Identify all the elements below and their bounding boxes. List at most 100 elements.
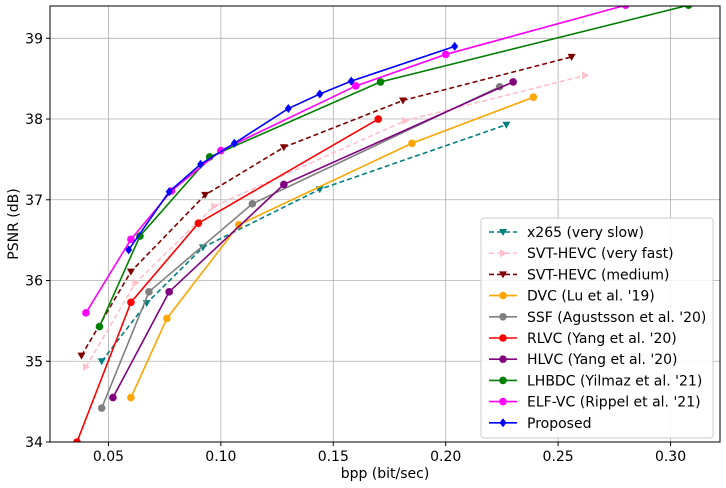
data-point bbox=[95, 322, 104, 331]
legend-item: RLVC (Yang et al. '20) bbox=[489, 331, 677, 347]
data-point bbox=[398, 97, 407, 105]
y-tick-label: 34 bbox=[25, 435, 43, 451]
data-point bbox=[97, 404, 106, 412]
data-point bbox=[230, 138, 238, 148]
data-point bbox=[279, 144, 288, 152]
series-line bbox=[76, 118, 379, 442]
data-point bbox=[284, 104, 292, 114]
data-point bbox=[316, 89, 324, 99]
legend-label: SSF (Agustsson et al. '20) bbox=[527, 310, 706, 326]
legend-label: LHBDC (Yilmaz et al. '21) bbox=[527, 373, 702, 389]
series-layer bbox=[73, 6, 693, 442]
legend-item: ELF-VC (Rippel et al. '21) bbox=[489, 395, 701, 411]
data-point bbox=[451, 41, 459, 51]
data-point bbox=[529, 93, 538, 102]
x-tick-label: 0.30 bbox=[655, 449, 686, 465]
data-point bbox=[201, 191, 210, 199]
data-point bbox=[402, 116, 410, 125]
series-0 bbox=[97, 121, 511, 366]
data-point bbox=[509, 78, 517, 86]
data-point bbox=[136, 232, 144, 240]
y-tick-label: 35 bbox=[25, 354, 43, 370]
data-point bbox=[684, 6, 693, 9]
data-point bbox=[77, 352, 86, 360]
y-tick-label: 36 bbox=[25, 274, 43, 290]
legend-marker bbox=[500, 249, 507, 258]
legend-marker bbox=[499, 355, 507, 364]
legend-item: DVC (Lu et al. '19) bbox=[489, 289, 655, 305]
legend-item: Proposed bbox=[489, 416, 591, 432]
legend-label: x265 (very slow) bbox=[527, 225, 644, 241]
data-point bbox=[374, 115, 383, 123]
data-point bbox=[567, 53, 576, 61]
x-tick-label: 0.05 bbox=[93, 449, 124, 465]
data-point bbox=[163, 314, 171, 323]
data-point bbox=[211, 202, 219, 211]
data-point bbox=[376, 78, 385, 86]
data-point bbox=[82, 362, 90, 371]
axis-ticks: 0.05 0.10 0.15 0.20 0.25 0.30 34 35 36 37 38 39 bbox=[25, 31, 686, 465]
legend-box bbox=[480, 217, 714, 439]
series-4 bbox=[97, 82, 504, 412]
series-9 bbox=[125, 41, 459, 255]
data-point bbox=[125, 245, 133, 255]
data-point bbox=[351, 82, 360, 90]
x-tick-label: 0.10 bbox=[205, 449, 236, 465]
data-point bbox=[502, 121, 511, 129]
series-line bbox=[130, 96, 534, 398]
data-point bbox=[621, 6, 630, 9]
series-line bbox=[85, 74, 586, 368]
y-tick-label: 39 bbox=[25, 31, 43, 47]
legend-label: SVT-HEVC (very fast) bbox=[527, 246, 674, 262]
data-point bbox=[132, 278, 140, 287]
series-line bbox=[100, 86, 501, 409]
data-point bbox=[198, 244, 207, 252]
legend-label: DVC (Lu et al. '19) bbox=[527, 289, 655, 305]
legend-label: Proposed bbox=[527, 416, 591, 432]
data-point bbox=[82, 309, 90, 317]
data-point bbox=[347, 76, 355, 86]
series-1 bbox=[82, 71, 590, 371]
data-point bbox=[127, 393, 135, 402]
legend-marker bbox=[499, 271, 507, 279]
legend-item: SSF (Agustsson et al. '20) bbox=[489, 310, 706, 326]
data-point bbox=[582, 71, 590, 80]
data-point bbox=[73, 438, 81, 442]
series-2 bbox=[77, 53, 576, 360]
data-point bbox=[441, 50, 450, 59]
legend-marker bbox=[499, 291, 507, 300]
data-point bbox=[126, 268, 135, 276]
legend-item: SVT-HEVC (medium) bbox=[489, 267, 669, 283]
data-point bbox=[145, 288, 153, 296]
plot-frame bbox=[49, 5, 721, 443]
series-3 bbox=[127, 93, 538, 402]
legend-item: LHBDC (Yilmaz et al. '21) bbox=[489, 373, 702, 389]
legend-marker bbox=[499, 397, 507, 406]
legend-label: ELF-VC (Rippel et al. '21) bbox=[527, 395, 701, 411]
y-tick-label: 37 bbox=[25, 193, 43, 209]
legend: x265 (very slow) SVT-HEVC (very fast) SVT-… bbox=[480, 217, 714, 439]
y-axis-label: PSNR (dB) bbox=[6, 188, 22, 259]
legend-item: HLVC (Yang et al. '20) bbox=[489, 352, 678, 368]
x-tick-label: 0.25 bbox=[543, 449, 574, 465]
legend-marker bbox=[499, 334, 507, 342]
x-tick-label: 0.15 bbox=[318, 449, 349, 465]
legend-label: RLVC (Yang et al. '20) bbox=[527, 331, 677, 347]
series-7 bbox=[95, 6, 693, 331]
data-point bbox=[109, 393, 117, 402]
x-axis-label: bpp (bit/sec) bbox=[341, 466, 430, 482]
x-tick-label: 0.20 bbox=[430, 449, 461, 465]
legend-label: HLVC (Yang et al. '20) bbox=[527, 352, 678, 368]
series-line bbox=[128, 45, 455, 251]
legend-marker bbox=[499, 313, 507, 321]
legend-marker bbox=[499, 376, 507, 385]
legend-item: SVT-HEVC (very fast) bbox=[489, 246, 674, 262]
legend-marker bbox=[499, 229, 507, 236]
data-point bbox=[194, 219, 203, 227]
data-point bbox=[235, 221, 243, 229]
data-point bbox=[97, 358, 106, 366]
data-point bbox=[127, 235, 135, 244]
data-point bbox=[248, 200, 257, 208]
data-point bbox=[165, 187, 173, 197]
